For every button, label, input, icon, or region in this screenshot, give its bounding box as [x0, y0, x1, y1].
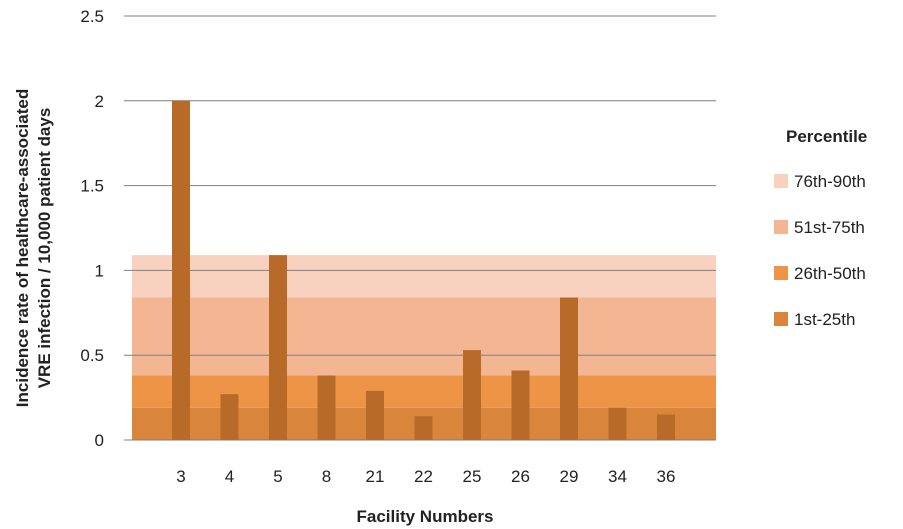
bars	[172, 100, 675, 441]
band-26th-50th	[132, 375, 716, 408]
x-tick-label: 5	[273, 467, 282, 486]
y-tick-label: 2.5	[80, 7, 104, 26]
legend-label: 1st-25th	[794, 310, 855, 329]
bar-facility-22	[414, 416, 433, 440]
percentile-bands	[132, 255, 716, 440]
bar-facility-26	[511, 370, 530, 440]
y-tick-label: 0	[95, 431, 104, 450]
x-tick-label: 36	[657, 467, 676, 486]
x-tick-label: 25	[463, 467, 482, 486]
y-tick-label: 2	[95, 92, 104, 111]
bar-facility-21	[366, 390, 384, 440]
y-tick-label: 0.5	[80, 346, 104, 365]
legend-label: 76th-90th	[794, 172, 866, 191]
legend-label: 26th-50th	[794, 264, 866, 283]
y-tick-label: 1	[95, 261, 104, 280]
x-tick-label: 26	[511, 467, 530, 486]
legend-swatch	[774, 266, 788, 280]
x-tick-label: 8	[322, 467, 331, 486]
bar-facility-25	[463, 350, 481, 440]
band-51st-75th	[132, 297, 716, 376]
x-tick-label: 4	[225, 467, 234, 486]
bar-facility-29	[560, 297, 578, 440]
y-tick-labels: 0 0.5 1 1.5 2 2.5	[80, 7, 104, 450]
x-tick-label: 34	[608, 467, 627, 486]
y-axis-title-line-2: VRE infection / 10,000 patient days	[35, 108, 54, 389]
legend: Percentile 76th-90th 51st-75th 26th-50th 1s…	[774, 127, 867, 329]
bar-facility-36	[657, 414, 675, 440]
bar-facility-8	[317, 375, 336, 440]
x-tick-label: 22	[414, 467, 433, 486]
y-tick-label: 1.5	[80, 177, 104, 196]
y-axis-title-line-1: Incidence rate of healthcare-associated	[13, 89, 32, 407]
bar-facility-34	[608, 407, 627, 440]
bar-facility-5	[269, 255, 287, 440]
x-tick-label: 21	[366, 467, 385, 486]
legend-swatch	[774, 220, 788, 234]
x-tick-labels: 3 4 5 8 21 22 25 26 29 34 36	[176, 467, 675, 486]
bar-facility-3	[172, 100, 190, 441]
legend-swatch	[774, 174, 788, 188]
bar-facility-4	[220, 394, 239, 440]
legend-title: Percentile	[786, 127, 867, 146]
y-axis-title: Incidence rate of healthcare-associated …	[13, 89, 54, 407]
band-76th-90th	[132, 255, 716, 298]
legend-label: 51st-75th	[794, 218, 865, 237]
x-axis-title: Facility Numbers	[357, 507, 494, 526]
x-tick-label: 3	[176, 467, 185, 486]
x-tick-label: 29	[560, 467, 579, 486]
legend-swatch	[774, 312, 788, 326]
